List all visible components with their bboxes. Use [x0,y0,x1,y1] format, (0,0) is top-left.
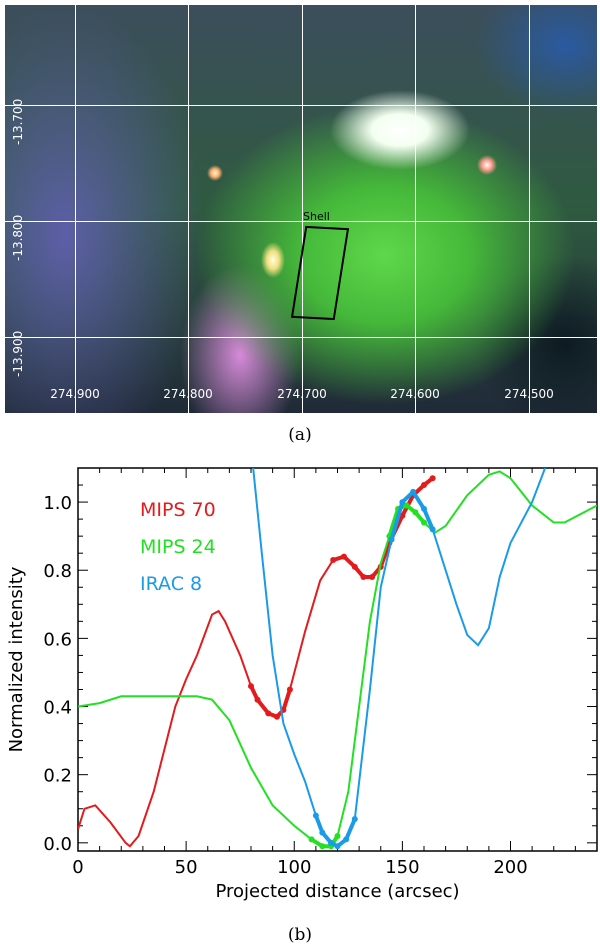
caption-b: (b) [287,925,313,945]
ra-label: 274.500 [504,387,554,401]
legend-mips-70: MIPS 70 [140,499,216,521]
irac-8-point [351,815,358,822]
ra-grid-line [75,5,76,413]
y-axis-label: Normalized intensity [6,566,27,752]
mips-24-point [334,833,341,840]
mips-70-point [273,713,280,720]
ra-label: 274.700 [277,387,327,401]
irac-8-point [334,843,341,850]
mips-24-point [421,519,427,526]
mips-24-point [403,502,410,509]
mips-24-point [412,509,419,516]
mips-70-point [360,574,367,581]
y-tick-label: 0.8 [43,561,72,582]
y-tick-label: 0.6 [43,629,72,650]
irac-8-highlight-segment [314,814,357,849]
x-tick-label: 200 [493,857,527,878]
irac-8-point [343,836,350,843]
ra-label: 274.600 [390,387,440,401]
dec-label: -13.700 [11,98,25,145]
irac-8-point [319,829,326,836]
mips-70-point [330,557,337,564]
irac-8-point [328,839,335,846]
mips-24-point [308,836,315,843]
y-tick-label: 0.4 [43,698,72,719]
x-tick-label: 50 [175,857,198,878]
legend-mips-24: MIPS 24 [140,536,216,558]
dec-label: -13.800 [11,214,25,261]
caption-a: (a) [288,425,312,445]
irac-8-point [410,488,417,495]
ra-grid-line [529,5,530,413]
mips-70-point [351,563,358,570]
mips-70-line [78,477,434,848]
ra-grid-line [188,5,189,413]
x-axis-label: Projected distance (arcsec) [215,881,459,902]
mips-24-point [319,843,326,850]
mips-70-point [248,683,254,690]
irac-8-point [388,536,395,543]
mips-70-point [254,696,261,703]
irac-8-point [421,505,427,512]
shell-region-box [290,225,350,321]
irac-8-point [429,526,436,533]
x-tick-label: 150 [385,857,419,878]
irac-8-point [399,499,406,506]
y-tick-label: 1.0 [43,493,72,514]
mips-70-point [369,574,376,581]
irac-8-point [312,812,319,819]
shell-region-label: Shell [303,210,330,223]
mips-70-point [340,553,347,560]
infrared-image-panel: 274.900 274.800 274.700 274.600 274.500 … [5,5,597,413]
irac-8-line [252,468,547,848]
ra-grid-line [302,5,303,413]
ra-label: 274.900 [50,387,100,401]
ra-label: 274.800 [163,387,213,401]
ra-grid-line [415,5,416,413]
x-tick-label: 0 [72,857,83,878]
mips-24-highlight-segment [310,834,340,849]
legend-irac-8: IRAC 8 [140,573,202,595]
mips-70-point [421,482,427,489]
intensity-profile-chart: 0 50 100 150 200 0.0 0.2 0.4 0.6 0.8 1.0 Projected … [6,467,598,902]
mips-70-point [429,475,436,482]
x-tick-label: 100 [277,857,311,878]
dec-grid-line [5,337,597,338]
y-tick-label: 0.0 [43,834,72,855]
y-tick-label: 0.2 [43,766,72,787]
dec-grid-line [5,221,597,222]
dec-grid-line [5,105,597,106]
dec-label: -13.900 [11,330,25,377]
mips-24-line [78,470,597,848]
mips-70-point [286,686,293,693]
mips-70-highlight-segment [332,476,434,580]
mips-70-point [265,710,272,717]
